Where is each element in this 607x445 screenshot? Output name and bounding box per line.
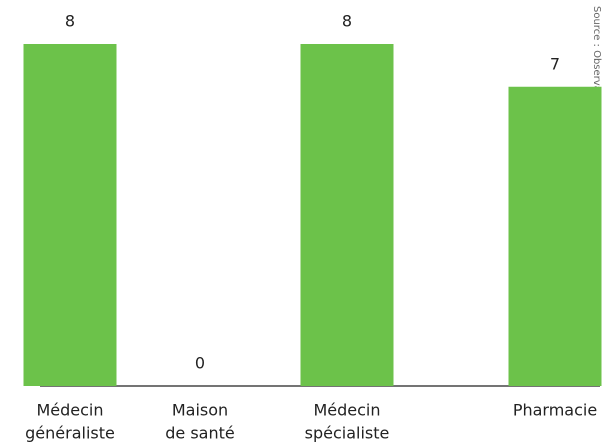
value-label: 0 (195, 354, 205, 373)
x-tick-label: Maison (172, 401, 228, 420)
value-label: 8 (65, 12, 75, 31)
x-tick-label: Médecin (313, 401, 380, 420)
x-tick-label: généraliste (25, 424, 115, 443)
x-tick-label: Pharmacie (513, 401, 597, 420)
x-tick-label: Médecin (36, 401, 103, 420)
value-label: 8 (342, 12, 352, 31)
bar (508, 86, 602, 386)
x-tick-label: de santé (165, 424, 234, 443)
x-tick-label: spécialiste (305, 424, 390, 443)
bar (23, 44, 117, 386)
bar (300, 44, 394, 386)
value-label: 7 (550, 54, 560, 73)
source-note: Source : Observatoire (591, 6, 602, 115)
